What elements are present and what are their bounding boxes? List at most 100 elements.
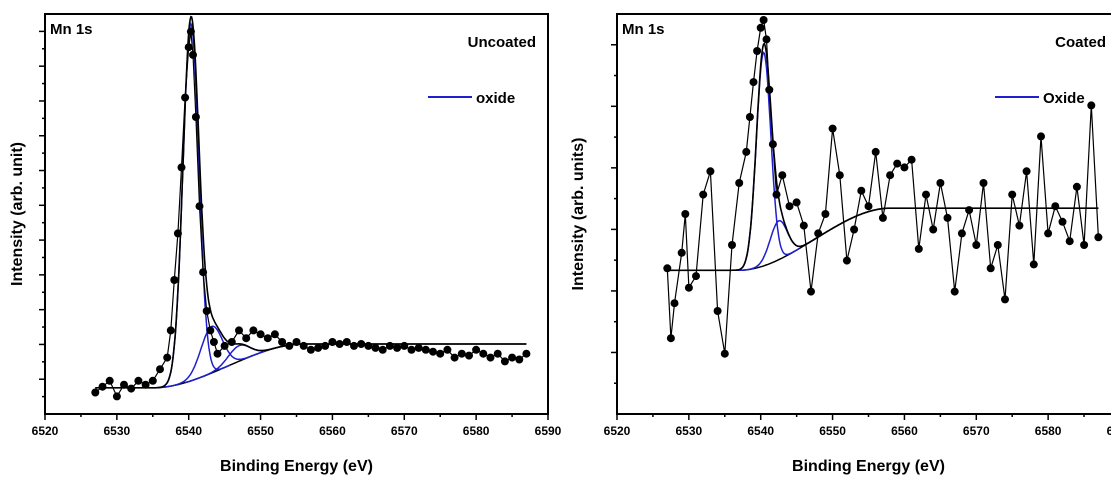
data-point [972,241,981,249]
data-point [235,326,243,335]
data-point [321,341,330,350]
x-tick-label: 6550 [247,424,274,438]
data-point [792,198,801,207]
x-tick-label: 6530 [676,424,703,438]
x-tick-label: 6570 [391,424,418,438]
data-point [98,382,107,391]
data-point [220,341,229,350]
data-point [166,326,175,335]
data-point [835,171,844,180]
data-point [500,357,509,366]
x-axis-title: Binding Energy (eV) [220,458,373,475]
x-tick-label: 6570 [963,424,990,438]
data-point [986,264,995,273]
plot-area [663,16,1103,358]
data-point [170,276,179,284]
chart-panel-1: 6520 6530 6540 6550 6560 6570 6580 6590 Binding … [9,13,562,475]
data-point [759,16,768,24]
data-point [189,50,197,59]
x-tick-label: 6520 [604,424,631,438]
data-point [342,338,351,346]
data-point [141,380,150,389]
data-point [828,124,837,133]
data-point [163,353,172,362]
data-point [735,179,744,187]
data-point [893,159,902,168]
legend-label: oxide [476,90,515,107]
data-point [299,341,308,350]
data-point [936,179,945,187]
data-point [699,190,708,199]
y-axis-title: Intensity (arb. unit) [9,142,26,286]
data-point [753,47,762,55]
data-point [965,206,974,215]
data-point [772,190,781,199]
data-point [278,338,287,346]
data-point [807,287,815,296]
data-point [1001,295,1009,304]
data-point [156,365,164,374]
data-point [745,113,754,121]
data-point [472,345,481,354]
data-point [479,349,488,358]
data-point [292,338,301,346]
data-point [864,202,873,211]
data-point [1029,260,1038,269]
data-point [878,213,887,222]
data-point [350,341,358,350]
x-tick-label: 6540 [747,424,774,438]
data-point [328,338,337,346]
data-point [677,248,686,257]
data-point [922,190,930,199]
x-tick-label: 6560 [891,424,918,438]
data-point [184,43,193,52]
data-point [206,326,215,335]
data-point [1072,182,1081,191]
data-point [181,93,190,102]
data-point [314,343,323,352]
data-point [105,376,114,385]
data-point [515,355,524,364]
data-point [1037,132,1045,141]
data-point [227,338,236,346]
data-point [202,307,211,315]
fit-component-line [157,325,266,389]
data-point [134,376,143,385]
data-point [799,221,808,230]
fit-component-line [727,51,800,272]
x-tick-label: 6580 [463,424,490,438]
data-point [900,163,909,172]
panel-label: Mn 1s [50,21,93,38]
data-point [421,345,430,354]
data-point [364,341,373,350]
data-point [177,163,186,172]
data-point [443,345,452,354]
data-point [195,202,204,211]
data-point [979,179,988,187]
fit-envelope-line [95,15,527,389]
x-tick-label: 6590 [1107,424,1111,438]
data-point [768,140,777,149]
data-point [378,345,387,354]
x-tick-label: 6550 [819,424,846,438]
data-point [749,78,758,87]
data-point [666,334,675,343]
data-point [285,341,294,350]
data-point [186,27,195,36]
data-point [663,264,672,273]
data-point [706,167,715,176]
data-point [493,349,502,358]
data-point [1051,202,1060,211]
data-point [1008,190,1017,199]
data-point [1087,101,1096,110]
data-point [393,343,402,352]
data-point [957,229,966,238]
sample-title: Coated [1055,34,1106,51]
data-point [762,35,771,44]
data-point [213,349,222,358]
data-point [127,384,136,393]
data-point [720,349,729,358]
plot-area [91,15,531,401]
data-point [871,147,880,156]
data-point [713,307,722,315]
